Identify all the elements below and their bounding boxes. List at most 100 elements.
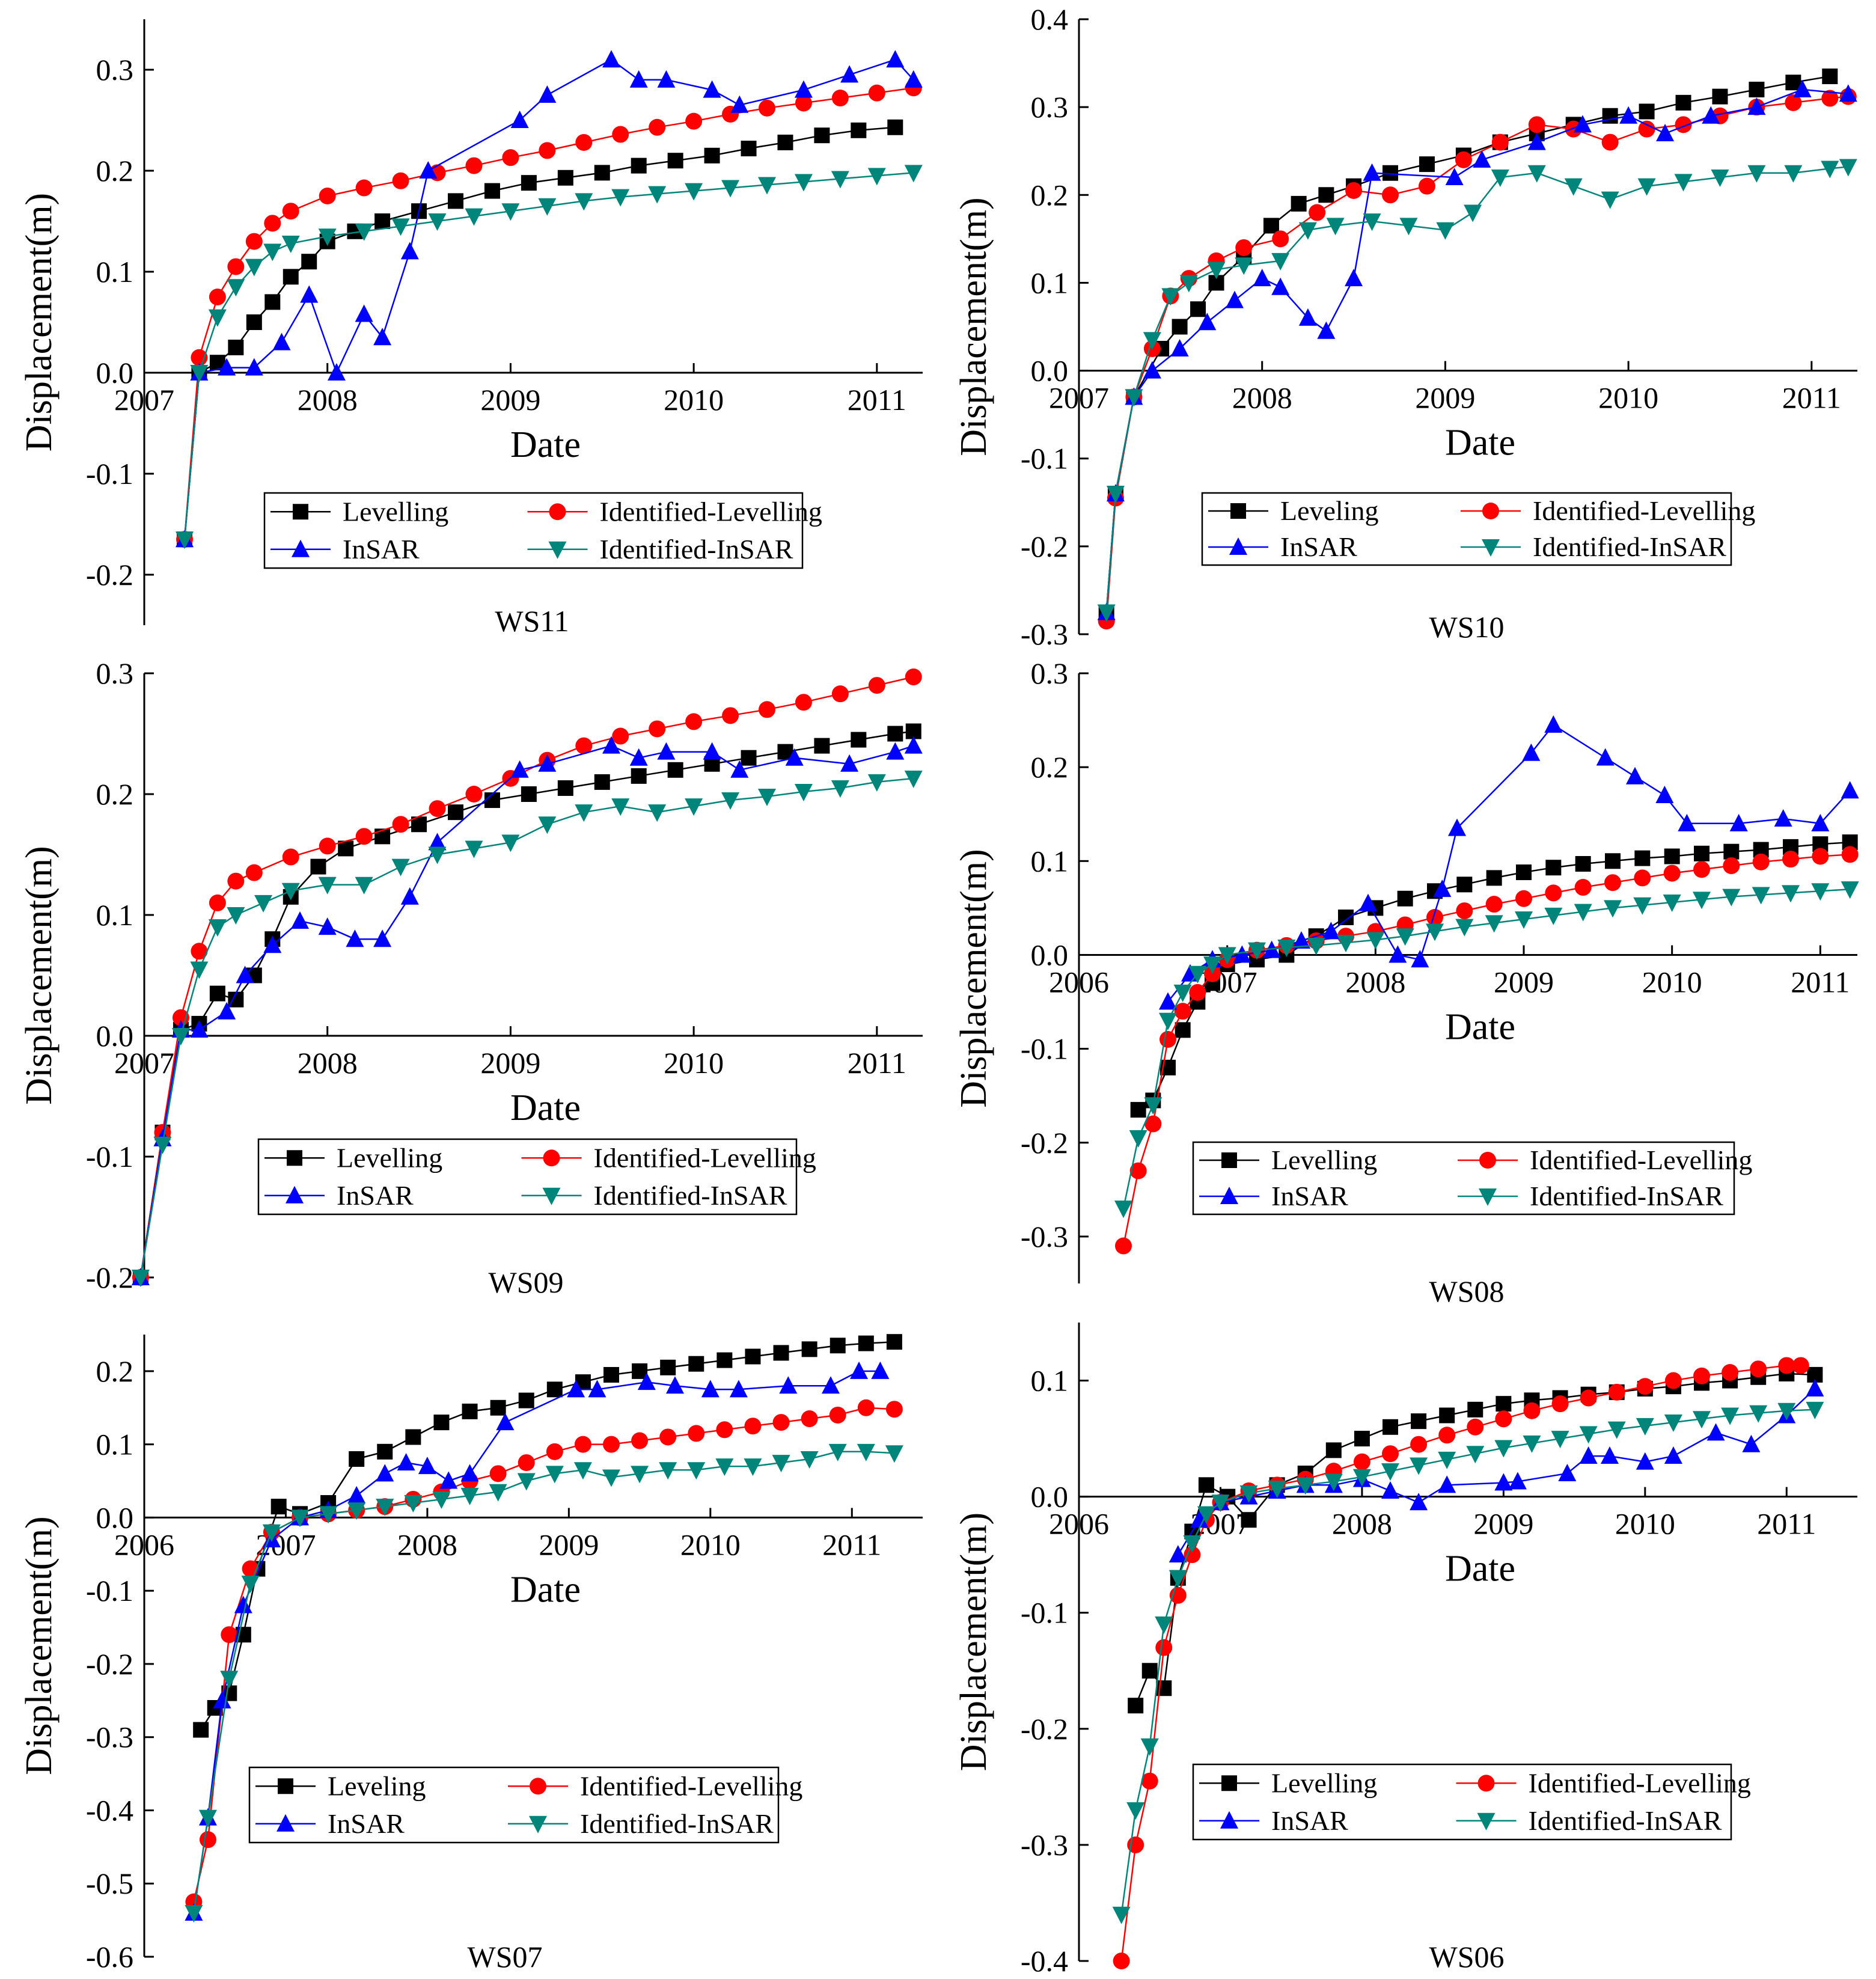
data-point-identified-insar bbox=[465, 208, 483, 226]
y-axis-title: Displacement(m) bbox=[19, 1516, 60, 1775]
legend-item-insar: InSAR bbox=[264, 1180, 414, 1211]
y-tick-label: -0.4 bbox=[86, 1793, 133, 1827]
data-point-levelling bbox=[433, 1415, 450, 1431]
x-tick-label: 2007 bbox=[1049, 381, 1109, 415]
y-tick-label: -0.1 bbox=[1021, 1596, 1068, 1630]
data-point-levelling bbox=[1639, 103, 1655, 120]
data-point-identified-levelling bbox=[1115, 1237, 1132, 1255]
data-point-identified-insar bbox=[794, 783, 813, 801]
data-point-identified-levelling bbox=[209, 289, 226, 305]
data-point-insar bbox=[300, 285, 319, 303]
data-point-identified-insar bbox=[1143, 332, 1161, 350]
y-tick-label: -0.3 bbox=[86, 1721, 133, 1754]
data-point-levelling bbox=[193, 1722, 209, 1738]
data-point-levelling bbox=[830, 1338, 846, 1354]
y-tick-label: 0.0 bbox=[1031, 1480, 1069, 1514]
data-point-identified-levelling bbox=[1495, 1410, 1512, 1428]
data-point-insar bbox=[213, 1690, 231, 1708]
data-point-identified-levelling bbox=[209, 894, 226, 911]
data-point-insar bbox=[400, 887, 419, 905]
data-point-identified-insar bbox=[867, 774, 886, 792]
data-point-levelling bbox=[1723, 843, 1740, 860]
data-point-identified-levelling bbox=[1551, 1395, 1569, 1413]
data-point-insar bbox=[703, 742, 721, 760]
data-point-insar bbox=[904, 70, 923, 88]
y-tick-label: -0.2 bbox=[1021, 1712, 1068, 1746]
data-point-levelling bbox=[405, 1429, 421, 1445]
data-point-insar bbox=[1473, 150, 1491, 168]
data-point-insar bbox=[1494, 1473, 1513, 1491]
data-point-levelling bbox=[745, 1348, 761, 1365]
data-point-levelling bbox=[741, 750, 757, 766]
data-point-identified-levelling bbox=[539, 142, 556, 159]
data-point-identified-insar bbox=[1399, 218, 1418, 236]
data-point-identified-insar bbox=[263, 243, 282, 262]
legend-marker bbox=[529, 1815, 547, 1834]
data-point-identified-insar bbox=[1722, 889, 1741, 907]
data-point-identified-insar bbox=[1494, 1440, 1513, 1458]
data-point-identified-insar bbox=[1607, 1421, 1626, 1439]
data-point-levelling bbox=[603, 1366, 619, 1383]
chart-panel-ws07: -0.6 -0.5 -0.4 -0.3 -0.2 -0.1 0.0 0.1 0.2 2006 200… bbox=[19, 1334, 923, 1974]
data-point-levelling bbox=[631, 158, 647, 174]
data-point-identified-insar bbox=[1126, 1802, 1145, 1820]
data-point-identified-insar bbox=[1179, 275, 1198, 293]
legend-marker bbox=[1221, 1775, 1237, 1791]
legend-label: InSAR bbox=[1271, 1805, 1348, 1836]
data-point-identified-insar bbox=[538, 816, 557, 834]
data-point-levelling bbox=[1318, 187, 1334, 203]
legend: Levelling Identified-Levelling InSAR Identi… bbox=[1192, 1763, 1751, 1841]
data-point-identified-levelling bbox=[1353, 1453, 1370, 1470]
data-point-identified-insar bbox=[1268, 1481, 1286, 1499]
data-point-levelling bbox=[1383, 1419, 1398, 1435]
data-point-insar bbox=[218, 1002, 236, 1020]
data-point-identified-insar bbox=[460, 1487, 479, 1505]
data-point-identified-insar bbox=[687, 1462, 706, 1480]
data-point-identified-insar bbox=[1839, 159, 1857, 177]
y-axis-title: Displacement(m) bbox=[19, 193, 60, 451]
x-tick-label: 2009 bbox=[480, 1046, 540, 1080]
data-point-insar bbox=[1159, 992, 1177, 1010]
data-point-insar bbox=[588, 1380, 606, 1398]
x-tick-label: 2008 bbox=[1345, 965, 1405, 999]
series-insar bbox=[1169, 1379, 1824, 1563]
legend-item-identified-insar: Identified-InSAR bbox=[1456, 1805, 1722, 1836]
data-point-levelling bbox=[448, 193, 463, 209]
x-axis-title: Date bbox=[510, 1087, 581, 1128]
data-point-insar bbox=[779, 1376, 798, 1394]
data-point-insar bbox=[785, 748, 804, 766]
legend-item-identified-insar: Identified-InSAR bbox=[1458, 1181, 1723, 1211]
data-point-insar bbox=[1774, 809, 1792, 827]
data-point-identified-levelling bbox=[649, 118, 666, 136]
legend-item-insar: InSAR bbox=[1199, 1181, 1348, 1211]
legend-label: InSAR bbox=[1271, 1181, 1348, 1211]
data-point-identified-insar bbox=[885, 1445, 903, 1463]
data-point-identified-levelling bbox=[1634, 869, 1651, 887]
data-point-levelling bbox=[310, 858, 326, 875]
data-point-insar bbox=[821, 1376, 840, 1394]
legend-marker bbox=[1221, 1152, 1237, 1168]
x-axis-title: Date bbox=[1445, 1006, 1515, 1047]
legend-item-identified-levelling: Identified-Levelling bbox=[521, 1142, 816, 1173]
legend-label: Identified-InSAR bbox=[600, 534, 793, 564]
data-point-levelling bbox=[1712, 88, 1728, 105]
data-point-identified-levelling bbox=[649, 720, 666, 738]
data-point-levelling bbox=[270, 1499, 287, 1515]
series-insar bbox=[1159, 715, 1859, 1010]
legend-item-levelling: Leveling bbox=[255, 1770, 426, 1801]
y-tick-label: -0.1 bbox=[86, 1140, 133, 1173]
data-point-identified-insar bbox=[501, 834, 520, 852]
data-point-identified-levelling bbox=[1272, 230, 1289, 248]
legend-item-levelling: Leveling bbox=[1208, 495, 1379, 526]
x-tick-label: 2008 bbox=[298, 1046, 358, 1080]
data-point-levelling bbox=[1675, 94, 1691, 111]
x-axis-title: Date bbox=[1445, 1549, 1515, 1589]
x-tick-label: 2011 bbox=[848, 383, 906, 417]
data-point-insar bbox=[629, 70, 648, 88]
data-point-insar bbox=[730, 95, 749, 113]
data-point-identified-insar bbox=[318, 228, 337, 246]
data-point-identified-insar bbox=[208, 309, 227, 327]
data-point-identified-insar bbox=[517, 1473, 536, 1491]
data-point-insar bbox=[1742, 1434, 1761, 1452]
